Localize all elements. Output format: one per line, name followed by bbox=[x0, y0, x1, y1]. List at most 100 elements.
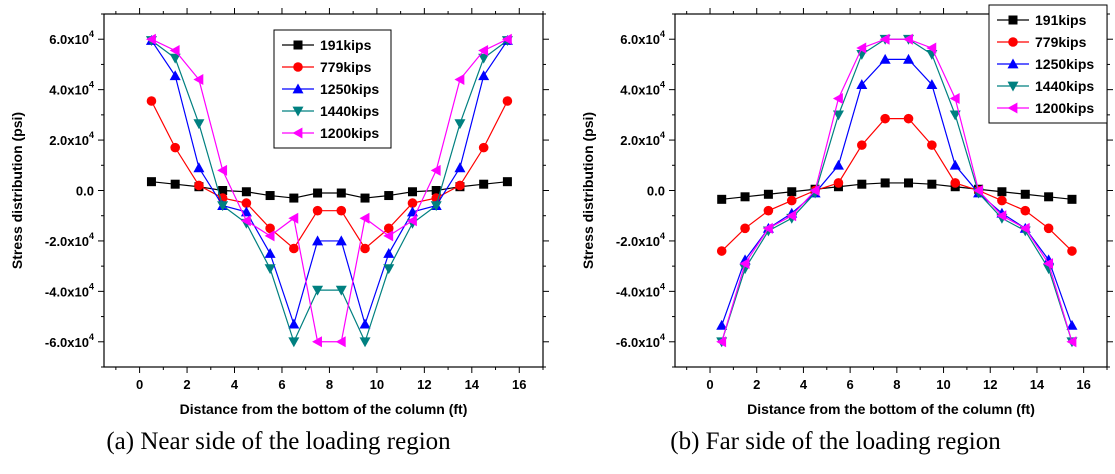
data-point bbox=[312, 235, 324, 246]
data-point bbox=[949, 110, 961, 121]
data-point bbox=[997, 195, 1007, 206]
data-point bbox=[194, 180, 204, 191]
y-tick-label: -4.0x104 bbox=[45, 281, 94, 299]
chart-panel-b: 0 2 4 6 8 10 12 14 16 -6.0x104 -4.0x104 -2.0x104 0.0… bbox=[557, 0, 1114, 474]
data-point bbox=[1020, 205, 1031, 216]
y-tick-label: 2.0x104 bbox=[49, 130, 94, 148]
data-point bbox=[904, 178, 914, 188]
data-point bbox=[169, 70, 181, 81]
data-point bbox=[407, 187, 417, 197]
data-point bbox=[217, 164, 228, 176]
y-tick-label: -4.0x104 bbox=[616, 281, 665, 299]
data-point bbox=[832, 159, 844, 170]
chart-a-x-axis: 0 2 4 6 8 10 12 14 16 bbox=[115, 8, 544, 392]
chart-a-legend: 191kips 779kips 1250kips 1440kips 1200kips bbox=[273, 29, 392, 149]
data-point bbox=[335, 336, 346, 348]
y-tick-label: 6.0x104 bbox=[49, 29, 94, 47]
series-line bbox=[721, 38, 1073, 342]
data-point bbox=[146, 177, 156, 187]
data-point bbox=[312, 336, 322, 348]
y-tick-label: -2.0x104 bbox=[45, 231, 94, 249]
data-point bbox=[880, 113, 890, 124]
data-point bbox=[740, 223, 750, 234]
data-point bbox=[193, 74, 204, 86]
data-point bbox=[170, 142, 180, 153]
data-point bbox=[717, 194, 727, 204]
data-point bbox=[359, 318, 371, 329]
data-point bbox=[454, 74, 465, 86]
x-tick-label: 14 bbox=[1030, 377, 1045, 392]
x-tick-label: 4 bbox=[800, 377, 808, 392]
chart-b-svg: 0 2 4 6 8 10 12 14 16 -6.0x104 -4.0x104 -2.0x104 0.0… bbox=[580, 4, 1113, 417]
data-point bbox=[335, 285, 347, 296]
legend-label: 1440kips bbox=[1035, 78, 1094, 94]
series-line bbox=[721, 58, 1073, 326]
data-point bbox=[950, 178, 961, 188]
data-point bbox=[879, 33, 890, 45]
data-point bbox=[289, 243, 299, 254]
legend-marker bbox=[1008, 37, 1018, 47]
data-point bbox=[264, 264, 276, 275]
data-point bbox=[169, 53, 181, 64]
data-point bbox=[832, 110, 844, 121]
data-point bbox=[857, 140, 867, 150]
y-tick-label: -2.0x104 bbox=[616, 231, 665, 249]
legend-marker bbox=[1007, 58, 1019, 69]
data-point bbox=[903, 53, 915, 64]
data-point bbox=[763, 189, 773, 199]
data-point bbox=[502, 177, 512, 187]
data-point bbox=[786, 195, 797, 206]
x-tick-label: 0 bbox=[706, 377, 713, 392]
legend-marker bbox=[292, 127, 303, 139]
legend-label: 1250kips bbox=[1035, 56, 1094, 72]
data-point bbox=[193, 119, 205, 130]
x-tick-label: 14 bbox=[465, 377, 480, 392]
data-point bbox=[406, 215, 417, 227]
series-line bbox=[721, 118, 1073, 252]
data-point bbox=[288, 318, 300, 329]
series-line bbox=[151, 181, 508, 199]
data-point bbox=[170, 179, 180, 189]
data-point bbox=[786, 210, 797, 222]
legend-label: 191kips bbox=[1035, 12, 1087, 28]
chart-a-series-1200kips bbox=[145, 33, 512, 348]
data-point bbox=[454, 162, 466, 173]
series-line bbox=[721, 182, 1073, 200]
legend-label: 779kips bbox=[1035, 34, 1087, 50]
chart-a-x-axis-title: Distance from the bottom of the column (… bbox=[180, 401, 468, 417]
data-point bbox=[716, 246, 727, 256]
chart-b-x-axis-title: Distance from the bottom of the column (… bbox=[747, 401, 1035, 417]
data-point bbox=[478, 45, 489, 57]
x-tick-label: 10 bbox=[936, 377, 950, 392]
x-tick-label: 16 bbox=[1076, 377, 1090, 392]
x-tick-label: 16 bbox=[512, 377, 526, 392]
data-point bbox=[903, 33, 913, 45]
data-point bbox=[927, 179, 937, 189]
legend-marker bbox=[293, 62, 303, 72]
chart-b-y-axis-title: Stress distribution (psi) bbox=[580, 112, 596, 269]
data-point bbox=[501, 33, 512, 45]
chart-b-series-1200kips bbox=[716, 33, 1077, 348]
caption-b: (b) Far side of the loading region bbox=[670, 428, 1001, 455]
data-point bbox=[1019, 222, 1030, 234]
data-point bbox=[763, 205, 774, 216]
data-point bbox=[502, 96, 513, 106]
data-point bbox=[383, 223, 394, 234]
x-tick-label: 0 bbox=[136, 377, 143, 392]
data-point bbox=[407, 198, 418, 208]
data-point bbox=[455, 180, 465, 191]
x-tick-label: 4 bbox=[231, 377, 239, 392]
data-point bbox=[832, 92, 843, 104]
data-point bbox=[716, 336, 727, 348]
data-point bbox=[169, 45, 180, 57]
series-line bbox=[151, 39, 508, 344]
data-point bbox=[926, 79, 938, 89]
data-point bbox=[383, 248, 395, 258]
x-tick-label: 6 bbox=[278, 377, 285, 392]
chart-a-y-axis: -6.0x104 -4.0x104 -2.0x104 0.0 2.0x104 4.0x10… bbox=[45, 13, 549, 368]
chart-b-y-axis: -6.0x104 -4.0x104 -2.0x104 0.0 2.0x104 4.0x10… bbox=[616, 13, 1113, 368]
x-tick-label: 2 bbox=[753, 377, 760, 392]
chart-a-svg: 0 2 4 6 8 10 12 14 16 -6.0x104 -4.0x104 -2.0x104 0.0… bbox=[9, 8, 549, 417]
x-tick-label: 12 bbox=[417, 377, 431, 392]
data-point bbox=[359, 337, 371, 348]
